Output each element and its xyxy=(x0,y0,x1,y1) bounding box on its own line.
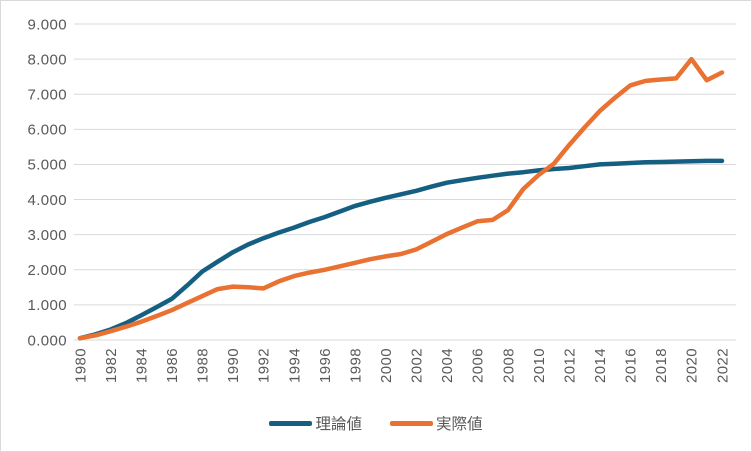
y-tick-label: 7.000 xyxy=(27,86,67,103)
x-tick-label: 1998 xyxy=(347,348,364,383)
x-tick-label: 1992 xyxy=(256,348,273,383)
y-tick-label: 1.000 xyxy=(27,297,67,314)
legend-item-actual: 実際値 xyxy=(390,412,483,434)
legend-label-theoretical: 理論値 xyxy=(315,416,362,433)
x-tick-label: 2006 xyxy=(470,348,487,383)
y-tick-label: 4.000 xyxy=(27,192,67,209)
x-tick-label: 1986 xyxy=(164,348,181,383)
x-tick-label: 2020 xyxy=(684,348,701,383)
x-tick-label: 2004 xyxy=(439,348,456,383)
y-tick-label: 3.000 xyxy=(27,227,67,244)
y-tick-label: 5.000 xyxy=(27,157,67,174)
legend-swatch-actual xyxy=(390,420,433,426)
x-tick-label: 2022 xyxy=(714,348,731,383)
x-tick-label: 2014 xyxy=(592,348,609,383)
y-tick-label: 6.000 xyxy=(27,122,67,139)
x-tick-label: 1988 xyxy=(195,348,212,383)
x-tick-label: 1994 xyxy=(286,348,303,383)
y-tick-label: 0.000 xyxy=(27,332,67,349)
x-tick-label: 2010 xyxy=(531,348,548,383)
y-tick-label: 2.000 xyxy=(27,262,67,279)
x-tick-label: 2012 xyxy=(561,348,578,383)
x-tick-label: 2002 xyxy=(409,348,426,383)
x-tick-label: 1996 xyxy=(317,348,334,383)
x-tick-label: 2008 xyxy=(500,348,517,383)
x-tick-label: 2016 xyxy=(623,348,640,383)
y-tick-label: 9.000 xyxy=(27,16,67,33)
legend: 理論値 実際値 xyxy=(1,412,751,434)
x-tick-label: 1980 xyxy=(72,348,89,383)
x-tick-label: 2018 xyxy=(653,348,670,383)
x-tick-label: 2000 xyxy=(378,348,395,383)
legend-item-theoretical: 理論値 xyxy=(269,412,362,434)
legend-swatch-theoretical xyxy=(269,420,313,426)
x-tick-label: 1984 xyxy=(133,348,150,383)
series-line-actual xyxy=(77,56,725,341)
y-tick-label: 8.000 xyxy=(27,51,67,68)
x-tick-label: 1982 xyxy=(103,348,120,383)
legend-label-actual: 実際値 xyxy=(436,416,483,433)
series-line-theoretical xyxy=(77,158,725,341)
x-tick-label: 1990 xyxy=(225,348,242,383)
